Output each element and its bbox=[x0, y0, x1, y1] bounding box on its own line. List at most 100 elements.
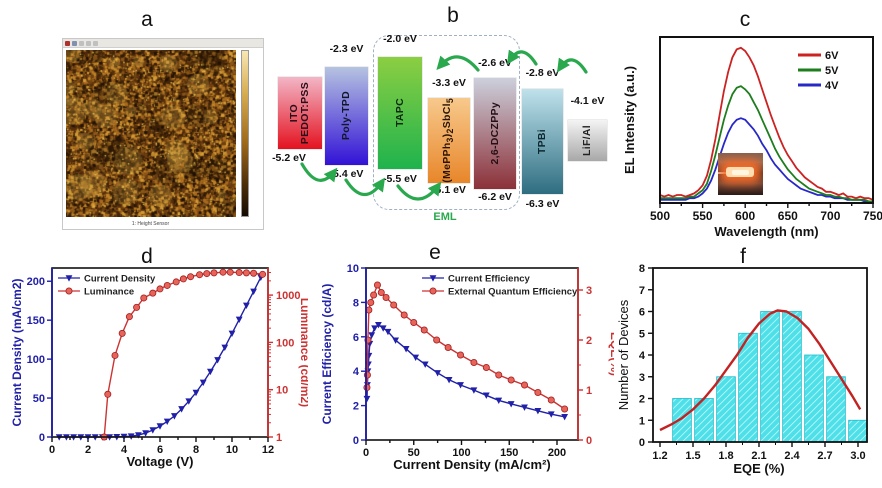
x-axis-ticks: 1.2 1.5 1.8 2.1 2.4 2.7 3.0 bbox=[652, 442, 866, 462]
svg-text:150: 150 bbox=[27, 315, 45, 327]
svg-text:Number of Devices: Number of Devices bbox=[616, 299, 631, 410]
svg-text:EL Intensity (a.u.): EL Intensity (a.u.) bbox=[622, 66, 637, 174]
histogram-bar bbox=[826, 376, 846, 443]
svg-text:0: 0 bbox=[39, 432, 45, 444]
svg-text:10: 10 bbox=[226, 444, 238, 456]
svg-text:100: 100 bbox=[276, 337, 294, 349]
svg-text:Wavelength (nm): Wavelength (nm) bbox=[714, 224, 818, 239]
histogram-bars bbox=[672, 311, 868, 443]
svg-text:0: 0 bbox=[353, 435, 359, 447]
svg-text:200: 200 bbox=[27, 276, 45, 288]
svg-text:50: 50 bbox=[408, 447, 420, 459]
panel-e-label: e bbox=[429, 241, 441, 264]
svg-text:4: 4 bbox=[121, 444, 128, 456]
svg-text:0: 0 bbox=[639, 437, 645, 449]
svg-text:8: 8 bbox=[639, 263, 645, 275]
svg-text:750: 750 bbox=[863, 209, 882, 223]
afm-tool-icon bbox=[93, 40, 98, 46]
svg-text:600: 600 bbox=[735, 209, 755, 223]
x-axis-ticks: 0 2 4 6 8 10 12 bbox=[49, 437, 274, 456]
svg-text:10: 10 bbox=[276, 385, 288, 397]
energy-value-top: -2.0 eV bbox=[383, 33, 417, 45]
svg-text:4: 4 bbox=[639, 350, 646, 362]
svg-text:5: 5 bbox=[639, 328, 645, 340]
jv-luminance-chart: 0 2 4 6 8 10 12 0 50 100 150 200 1 10 100 1000 Current D… bbox=[10, 267, 308, 469]
afm-caption: 1: Height Sensor bbox=[131, 221, 170, 227]
svg-text:Current Density: Current Density bbox=[84, 274, 156, 285]
device-photo-inset bbox=[718, 153, 763, 195]
svg-text:50: 50 bbox=[33, 393, 45, 405]
eqe-histogram-chart: 1.2 1.5 1.8 2.1 2.4 2.7 3.0 0 1 2 3 4 5 6 7 8 EQE (%) Num… bbox=[616, 263, 868, 476]
spectrum-6V bbox=[659, 46, 874, 201]
afm-window: 1: Height Sensor bbox=[62, 38, 264, 230]
histogram-bar bbox=[760, 311, 780, 443]
svg-text:Current Efficiency (cd/A): Current Efficiency (cd/A) bbox=[320, 284, 334, 425]
svg-text:550: 550 bbox=[693, 209, 713, 223]
energy-value-top: -2.3 eV bbox=[329, 43, 364, 55]
svg-text:5V: 5V bbox=[825, 65, 839, 77]
panel-d-label: d bbox=[141, 245, 153, 268]
svg-text:1000: 1000 bbox=[276, 290, 300, 302]
spectrum-4V bbox=[660, 117, 873, 203]
energy-bar-tpbi: TPBi bbox=[522, 89, 563, 194]
svg-text:700: 700 bbox=[820, 209, 840, 223]
svg-text:3: 3 bbox=[639, 372, 645, 384]
energy-bar-ito-pedot-pss: ITO PEDOT:PSS bbox=[278, 77, 322, 149]
svg-text:2.7: 2.7 bbox=[817, 450, 832, 462]
afm-height-colorbar bbox=[241, 50, 249, 217]
svg-text:EQE (%): EQE (%) bbox=[733, 461, 784, 476]
svg-text:EQE(%): EQE(%) bbox=[608, 332, 614, 376]
x-axis-ticks: 0 50 100 150 200 bbox=[363, 440, 566, 459]
legend: Current Density Luminance bbox=[58, 274, 156, 298]
gaussian-fit-curve bbox=[659, 309, 862, 432]
svg-text:Current Density (mA/cm²): Current Density (mA/cm²) bbox=[393, 457, 550, 472]
panel-a-label: a bbox=[141, 8, 153, 31]
histogram-bar bbox=[848, 419, 868, 443]
svg-text:Luminance: Luminance bbox=[84, 287, 134, 298]
svg-text:0: 0 bbox=[49, 444, 55, 456]
svg-text:10: 10 bbox=[347, 263, 359, 275]
energy-value-bottom: -5.5 eV bbox=[383, 173, 417, 185]
right-axis-ticks: 1 10 100 1000 bbox=[268, 272, 300, 444]
afm-tool-icon bbox=[65, 40, 70, 46]
energy-value-top: -2.8 eV bbox=[525, 67, 560, 79]
energy-value-top: -4.1 eV bbox=[570, 95, 605, 107]
right-axis-ticks: 0 1 2 3 bbox=[578, 285, 592, 447]
svg-text:6V: 6V bbox=[825, 50, 839, 62]
svg-text:1: 1 bbox=[276, 432, 282, 444]
panel-f-label: f bbox=[740, 245, 746, 268]
energy-bar-2-6-dczppy: 2,6-DCZPPy bbox=[474, 78, 516, 189]
svg-text:100: 100 bbox=[452, 447, 470, 459]
energy-value-top: -3.3 eV bbox=[432, 77, 466, 89]
panel-b-label: b bbox=[447, 4, 459, 27]
afm-tool-icon bbox=[86, 40, 91, 46]
svg-text:12: 12 bbox=[262, 444, 274, 456]
svg-text:2.4: 2.4 bbox=[784, 450, 800, 462]
energy-value-bottom: -6.2 eV bbox=[478, 191, 512, 203]
svg-text:Luminance (cd/m2): Luminance (cd/m2) bbox=[298, 298, 308, 407]
svg-text:1.8: 1.8 bbox=[718, 450, 733, 462]
svg-text:3.0: 3.0 bbox=[850, 450, 865, 462]
svg-text:2: 2 bbox=[639, 394, 645, 406]
svg-text:3: 3 bbox=[586, 285, 592, 297]
left-axis-ticks: 0 2 4 6 8 10 bbox=[347, 263, 366, 447]
left-axis-ticks: 0 50 100 150 200 bbox=[27, 276, 52, 444]
histogram-bar bbox=[782, 311, 802, 443]
svg-text:1: 1 bbox=[639, 415, 645, 427]
eml-label: EML bbox=[433, 211, 457, 223]
svg-text:2: 2 bbox=[586, 335, 592, 347]
afm-tool-icon bbox=[79, 40, 84, 46]
svg-text:7: 7 bbox=[639, 285, 645, 297]
svg-text:4: 4 bbox=[353, 366, 360, 378]
series-current-density bbox=[59, 276, 262, 438]
svg-text:1: 1 bbox=[586, 385, 592, 397]
svg-text:0: 0 bbox=[586, 435, 592, 447]
svg-text:200: 200 bbox=[548, 447, 566, 459]
y-axis-ticks: 0 1 2 3 4 5 6 7 8 bbox=[639, 263, 653, 449]
afm-topography-image bbox=[66, 50, 236, 217]
histogram-bar bbox=[672, 398, 692, 443]
legend: Current Efficiency External Quantum Effic… bbox=[422, 274, 578, 298]
energy-value-bottom: -6.3 eV bbox=[525, 198, 560, 210]
